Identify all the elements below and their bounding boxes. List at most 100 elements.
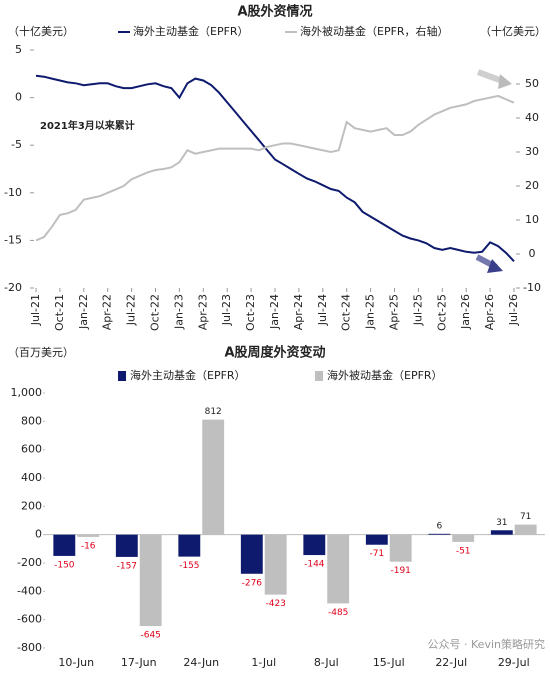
y-tick-label: -10 [4,186,22,199]
legend-label: 海外主动基金（EPFR） [130,368,246,382]
y-tick-label: 200 [21,499,42,512]
x-tick-label: Oct-25 [435,294,448,331]
x-tick-label: Jul-25 [411,294,424,326]
bar [428,533,451,535]
y-tick-label: -600 [17,613,42,626]
x-tick-label: 10-Jun [58,656,94,669]
y2-tick-label: 10 [525,213,539,226]
data-label: 6 [436,521,442,531]
chart-title: A股外资情况 [237,4,312,20]
x-tick-label: Jul-22 [125,294,138,326]
legend-swatch [315,371,323,381]
x-tick-label: Apr-26 [483,294,496,330]
x-tick-label: Oct-23 [244,294,257,331]
y2-tick-label: 40 [525,111,539,124]
bar [264,534,287,595]
x-tick-label: 24-Jun [183,656,219,669]
bar [139,534,162,627]
bar [514,524,537,535]
x-tick-label: Oct-22 [149,294,162,331]
series-line [35,94,515,242]
data-label: -191 [390,566,410,576]
y-tick-label: -20 [4,281,22,294]
data-label: -423 [265,599,285,609]
x-tick-label: Jan-24 [268,294,281,330]
y2-tick-label: 30 [525,145,539,158]
x-tick-label: 17-Jun [121,656,157,669]
data-label: 31 [496,518,507,528]
bar [327,534,350,604]
data-label: -71 [369,549,384,559]
data-label: -157 [117,561,137,571]
data-label: -16 [81,541,96,551]
y-axis-label: （百万美元） [8,346,74,359]
x-tick-label: Jul-23 [220,294,233,326]
y-tick-label: -15 [4,233,22,246]
x-tick-label: Apr-24 [292,294,305,330]
y-tick-label: 1,000 [11,386,43,399]
bar [53,534,76,556]
y2-tick-label: 0 [529,247,536,260]
data-label: -51 [456,546,471,556]
x-tick-label: 1-Jul [251,656,276,669]
bar [452,534,475,542]
x-tick-label: 8-Jul [314,656,339,669]
x-tick-label: Apr-22 [101,294,114,330]
y-tick-label: -400 [17,584,42,597]
x-tick-label: 22-Jul [435,656,467,669]
x-tick-label: Jan-22 [77,294,90,330]
y-tick-label: 0 [15,91,22,104]
y-tick-label: -800 [17,641,42,654]
x-tick-label: Oct-21 [53,294,66,331]
y-tick-label: -5 [11,138,22,151]
y2-axis-label: （十亿美元） [480,24,546,38]
bar [202,419,225,535]
data-label: 812 [205,407,222,417]
x-tick-label: Apr-23 [196,294,209,330]
x-tick-label: 15-Jul [373,656,405,669]
data-label: -144 [304,560,325,570]
legend-swatch [118,371,126,381]
bar [389,534,412,562]
y-tick-label: 400 [21,471,42,484]
data-label: -150 [54,560,75,570]
x-tick-label: 29-Jul [498,656,530,669]
data-label: -155 [179,561,199,571]
bar [490,530,513,535]
bar [178,534,201,557]
x-tick-label: Jul-26 [507,294,520,326]
bar [365,534,388,545]
y-tick-label: -200 [17,556,42,569]
bar [115,534,138,557]
bar [240,534,263,574]
y2-tick-label: 50 [525,77,539,90]
x-tick-label: Jul-24 [316,294,329,326]
x-tick-label: Oct-24 [340,294,353,331]
data-label: -276 [242,578,263,588]
x-tick-label: Apr-25 [388,294,401,330]
bar [303,534,326,556]
x-tick-label: Jan-25 [364,294,377,330]
y-axis-label: （十亿美元） [8,24,74,38]
y2-tick-label: -10 [523,281,541,294]
legend-label: 海外被动基金（EPFR） [327,368,443,382]
bar [77,534,100,537]
data-label: 71 [520,512,531,522]
watermark: 公众号 · Kevin策略研究 [428,637,545,651]
x-tick-label: Jul-21 [29,294,42,326]
x-tick-label: Jan-23 [172,294,185,330]
legend-label: 海外被动基金（EPFR，右轴） [300,24,449,38]
y-tick-label: 800 [21,414,42,427]
series-line [35,74,515,262]
chart-title: A股周度外资变动 [224,345,325,361]
arrows [475,69,512,273]
data-label: -485 [328,608,348,618]
legend-label: 海外主动基金（EPFR） [133,24,249,38]
annotation: 2021年3月以来累计 [40,119,135,132]
data-label: -645 [140,631,160,641]
y-tick-label: 0 [35,528,42,541]
y2-tick-label: 20 [525,179,539,192]
x-tick-label: Jan-26 [459,294,472,330]
y-tick-label: 5 [15,43,22,56]
